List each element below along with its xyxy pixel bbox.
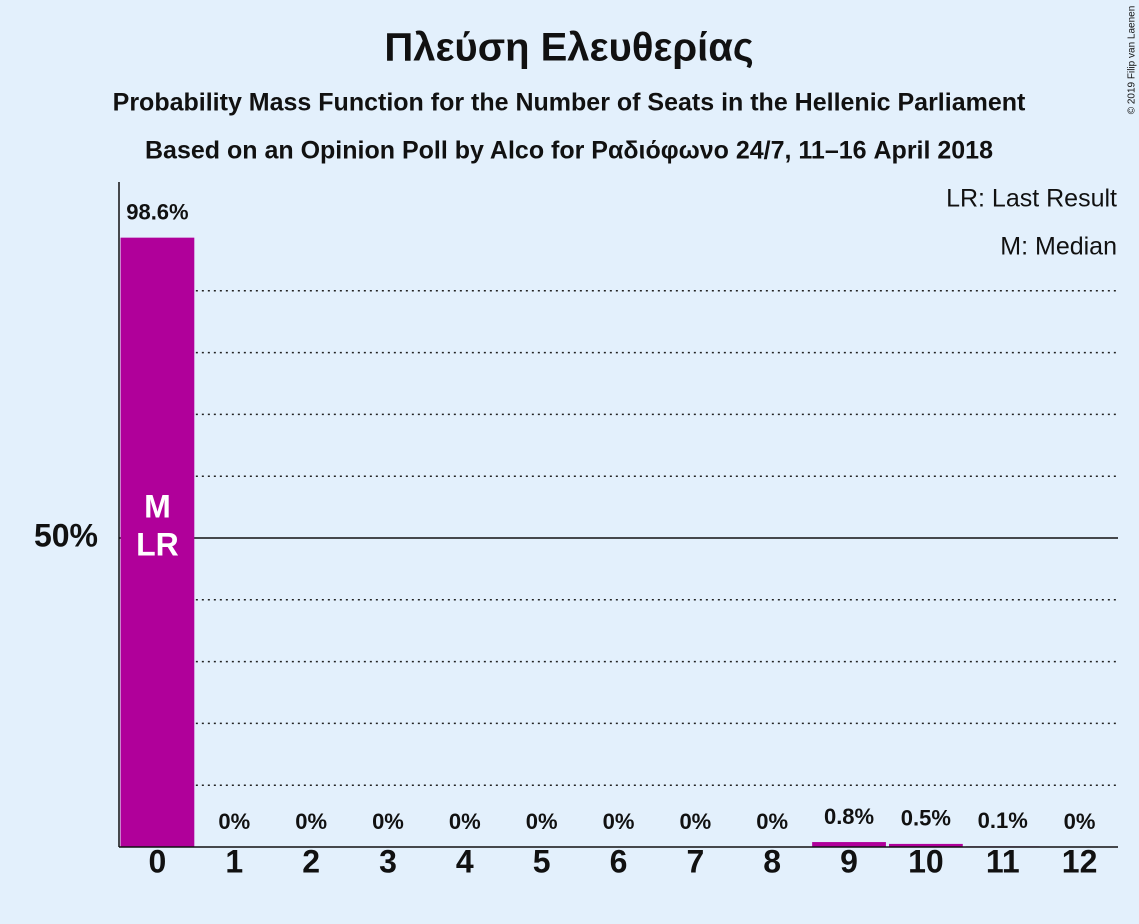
- value-label: 0%: [295, 809, 327, 834]
- value-label: 98.6%: [126, 199, 188, 224]
- value-label: 0%: [526, 809, 558, 834]
- x-tick-label: 9: [840, 843, 858, 879]
- median-marker: M: [144, 488, 171, 524]
- x-tick-label: 0: [149, 843, 167, 879]
- x-tick-label: 4: [456, 843, 474, 879]
- x-tick-label: 1: [225, 843, 243, 879]
- value-label: 0%: [1064, 809, 1096, 834]
- chart-subtitle: Based on an Opinion Poll by Alco for Ραδ…: [145, 137, 993, 165]
- value-label: 0%: [218, 809, 250, 834]
- copyright: © 2019 Filip van Laenen: [1127, 6, 1138, 115]
- x-tick-label: 7: [686, 843, 704, 879]
- value-label: 0.8%: [824, 804, 874, 829]
- value-label: 0.5%: [901, 806, 951, 831]
- value-label: 0%: [449, 809, 481, 834]
- x-tick-label: 8: [763, 843, 781, 879]
- x-tick-label: 3: [379, 843, 397, 879]
- x-tick-label: 2: [302, 843, 320, 879]
- chart-title: Πλεύση Ελευθερίας: [384, 26, 753, 70]
- x-tick-label: 12: [1062, 843, 1098, 879]
- bar: [888, 843, 963, 847]
- value-label: 0%: [603, 809, 635, 834]
- x-tick-label: 10: [908, 843, 944, 879]
- bar: [120, 237, 195, 848]
- y-tick-label: 50%: [34, 517, 98, 553]
- value-label: 0%: [756, 809, 788, 834]
- value-label: 0%: [679, 809, 711, 834]
- x-tick-label: 6: [610, 843, 628, 879]
- bar: [812, 842, 886, 847]
- legend-entry: LR: Last Result: [946, 185, 1117, 213]
- chart-subtitle: Probability Mass Function for the Number…: [113, 89, 1026, 117]
- legend-entry: M: Median: [1000, 233, 1117, 261]
- x-tick-label: 11: [986, 843, 1020, 879]
- x-tick-label: 5: [533, 843, 551, 879]
- value-label: 0%: [372, 809, 404, 834]
- last-result-marker: LR: [136, 526, 179, 562]
- value-label: 0.1%: [978, 808, 1028, 833]
